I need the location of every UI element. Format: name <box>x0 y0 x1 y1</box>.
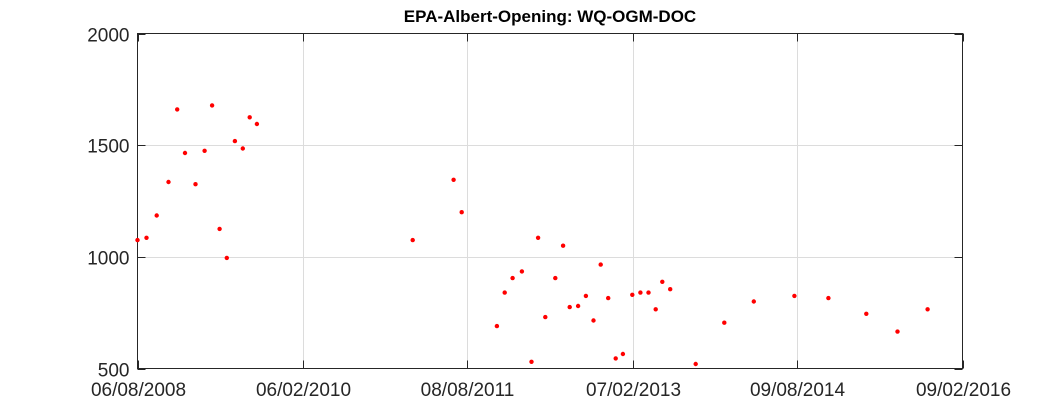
data-point <box>459 210 464 215</box>
x-tick-label: 07/02/2013 <box>586 380 681 401</box>
x-tick-label: 06/08/2008 <box>91 380 186 401</box>
data-point <box>144 235 149 240</box>
data-point <box>560 243 566 248</box>
data-point <box>620 351 626 357</box>
data-point <box>646 290 651 295</box>
data-point <box>510 275 515 281</box>
data-point <box>494 323 500 329</box>
data-point <box>553 275 558 281</box>
data-point <box>502 290 507 295</box>
data-point <box>543 314 548 320</box>
data-point <box>693 361 698 367</box>
data-point <box>925 307 930 312</box>
x-tick-label: 09/08/2014 <box>750 380 846 401</box>
data-point <box>529 359 534 364</box>
data-point <box>224 255 229 261</box>
data-point <box>751 299 756 304</box>
data-point <box>154 213 159 218</box>
data-point <box>535 235 541 240</box>
y-tick-label: 2000 <box>87 26 129 47</box>
data-point <box>567 304 572 310</box>
data-point <box>202 148 207 153</box>
x-axis: 06/08/2008 06/02/2010 08/08/2011 07/02/2013… <box>91 380 1011 401</box>
data-point <box>217 226 222 232</box>
x-tick-label: 09/02/2016 <box>916 380 1011 401</box>
y-axis: 500 1000 1500 2000 <box>87 26 129 382</box>
y-tick-label: 1000 <box>87 249 129 270</box>
axis-ticks <box>137 33 964 370</box>
y-tick-label: 500 <box>98 361 130 382</box>
data-point <box>135 237 140 243</box>
data-point <box>613 356 618 361</box>
data-point <box>182 150 188 156</box>
data-point <box>193 182 198 187</box>
data-point <box>451 177 456 182</box>
data-point <box>254 121 260 127</box>
data-point <box>638 290 643 295</box>
data-point <box>864 311 869 316</box>
data-point <box>606 295 611 301</box>
data-point <box>591 318 596 323</box>
data-point <box>895 329 900 334</box>
data-point <box>630 292 635 297</box>
grid-lines <box>137 33 963 369</box>
plot-area <box>137 33 963 369</box>
data-point <box>232 138 238 144</box>
data-point <box>653 307 658 312</box>
data-point <box>247 115 252 120</box>
data-point <box>660 279 665 284</box>
data-point <box>519 269 525 274</box>
data-point <box>668 287 673 292</box>
data-point <box>583 293 589 299</box>
data-point <box>175 107 180 112</box>
data-point <box>826 295 831 301</box>
x-tick-label: 06/02/2010 <box>256 380 351 401</box>
data-point <box>209 103 215 108</box>
data-point <box>792 293 797 299</box>
data-point <box>410 237 415 243</box>
data-point <box>575 303 581 309</box>
y-tick-label: 1500 <box>87 137 129 158</box>
data-point <box>722 320 727 325</box>
data-point <box>166 179 171 185</box>
chart-title: EPA-Albert-Opening: WQ-OGM-DOC <box>404 7 696 26</box>
data-points <box>135 103 930 367</box>
data-point <box>240 146 245 151</box>
data-point <box>598 262 603 267</box>
x-tick-label: 08/08/2011 <box>421 380 515 401</box>
